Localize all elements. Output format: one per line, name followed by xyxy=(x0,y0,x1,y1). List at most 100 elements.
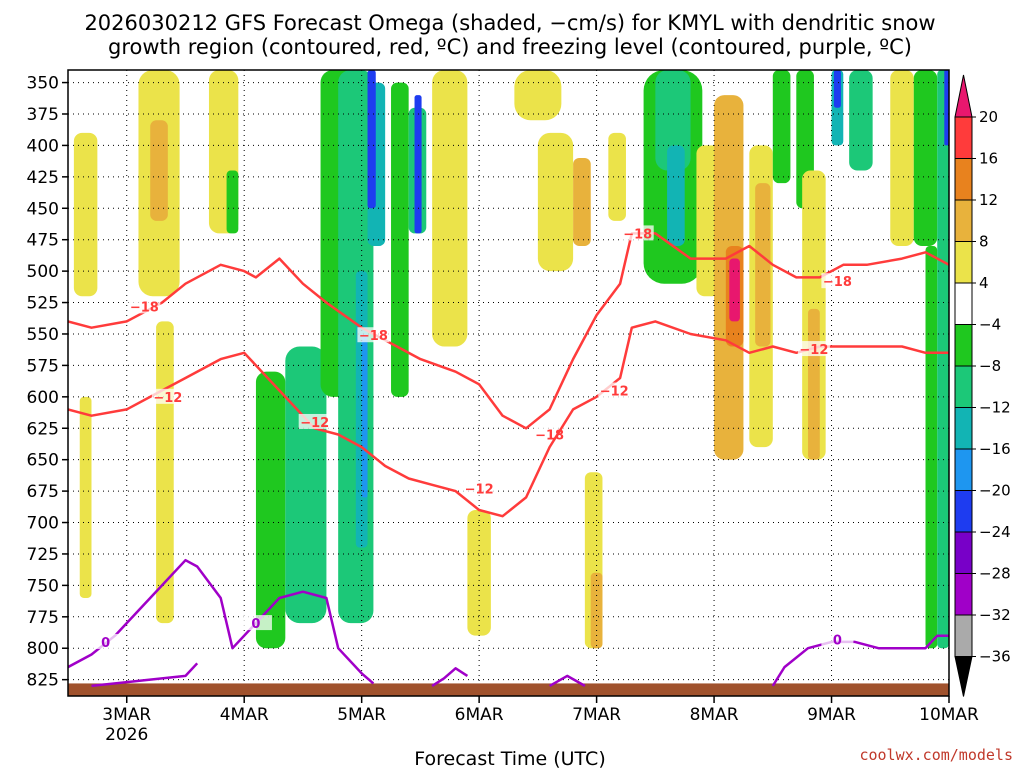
colorbar-label: 4 xyxy=(979,274,989,292)
terrain-layer xyxy=(68,683,949,696)
freezing-contour-label-bg xyxy=(239,615,272,631)
colorbar-label: 20 xyxy=(979,108,998,126)
x-tick-label: 4MAR xyxy=(220,705,269,725)
freezing-contour-label-bg xyxy=(89,633,122,649)
y-tick-label: 375 xyxy=(27,105,59,125)
freezing-contour-label: 0 xyxy=(833,633,842,648)
y-tick-label: 475 xyxy=(27,231,59,251)
chart-title-line-1: 2026030212 GFS Forecast Omega (shaded, −… xyxy=(84,11,935,35)
dgz-contour-label-bg xyxy=(533,426,566,442)
colorbar-label: −12 xyxy=(979,399,1011,417)
y-tick-label: 600 xyxy=(27,388,59,408)
x-tick-label: 10MAR xyxy=(919,705,979,725)
omega-region xyxy=(255,371,286,649)
omega-region xyxy=(432,70,468,347)
omega-region xyxy=(944,70,949,146)
x-tick-label: 8MAR xyxy=(690,705,739,725)
omega-region xyxy=(890,70,914,246)
colorbar-bottom-triangle xyxy=(954,656,973,697)
y-tick-label: 800 xyxy=(27,639,59,659)
grid-layer xyxy=(68,70,950,696)
y-tick-label: 700 xyxy=(27,514,59,534)
dgz-contour-label: −12 xyxy=(799,343,828,358)
omega-region xyxy=(729,258,740,322)
colorbar-band xyxy=(954,199,973,242)
omega-region xyxy=(755,183,771,347)
plot-frame xyxy=(67,69,950,697)
omega-region xyxy=(937,70,949,649)
x-tick-label: 7MAR xyxy=(572,705,621,725)
dgz-contour-label: −18 xyxy=(823,275,852,290)
y-axis: 350 375 400 425 450 475 500 525 550 575 600 625 650 6… xyxy=(27,74,68,691)
freezing-contour-line xyxy=(91,662,199,688)
colorbar-band xyxy=(954,407,973,450)
dgz-contour-label: −12 xyxy=(300,416,329,431)
colorbar-band xyxy=(954,490,973,533)
dgz-contour-label: −18 xyxy=(359,329,388,344)
omega-region xyxy=(367,70,376,209)
omega-region xyxy=(573,157,591,246)
colorbar-label: −24 xyxy=(979,523,1011,541)
credit-text[interactable]: coolwx.com/models xyxy=(859,746,1013,764)
omega-region xyxy=(467,509,491,636)
y-tick-label: 750 xyxy=(27,576,59,596)
dgz-contour-label-bg xyxy=(797,341,830,357)
dgz-contour-label-bg xyxy=(621,225,654,241)
x-tick-label: 6MAR xyxy=(455,705,504,725)
colorbar-band xyxy=(954,116,973,159)
omega-region xyxy=(226,170,239,234)
dgz-contour-line xyxy=(68,232,949,430)
colorbar-band xyxy=(954,158,973,201)
x-tick-label: 5MAR xyxy=(337,705,386,725)
y-tick-label: 625 xyxy=(27,419,59,439)
colorbar-band xyxy=(954,282,973,325)
dgz-contour-label-bg xyxy=(463,480,496,496)
x-tick-year-label: 2026 xyxy=(105,725,148,745)
y-tick-label: 725 xyxy=(27,545,59,565)
colorbar-label: −16 xyxy=(979,440,1011,458)
colorbar: 20 16 12 8 4 −4 −8 −12 −16 −20 −24 −28 −32 −36 xyxy=(954,74,1011,697)
y-tick-label: 500 xyxy=(27,262,59,282)
colorbar-band xyxy=(954,614,973,657)
colorbar-label: −36 xyxy=(979,648,1011,666)
colorbar-label: 8 xyxy=(979,233,989,251)
omega-region xyxy=(667,145,685,246)
omega-region xyxy=(73,132,98,297)
x-tick-label: 3MAR xyxy=(102,705,151,725)
colorbar-label: −8 xyxy=(979,357,1001,375)
dgz-contour-label-bg xyxy=(298,413,331,429)
omega-region xyxy=(156,321,174,624)
colorbar-label: 12 xyxy=(979,191,998,209)
colorbar-top-triangle xyxy=(954,74,973,118)
dgz-contour-label: −12 xyxy=(465,483,494,498)
freezing-contour-label-bg xyxy=(821,631,854,647)
colorbar-label: −28 xyxy=(979,565,1011,583)
dgz-contour-label-bg xyxy=(151,388,184,404)
y-tick-label: 575 xyxy=(27,356,59,376)
dgz-contour-label: −12 xyxy=(153,391,182,406)
omega-region xyxy=(79,396,92,598)
omega-region xyxy=(391,82,409,397)
omega-region xyxy=(361,333,368,498)
freezing-contour-line xyxy=(431,667,469,687)
omega-region xyxy=(608,132,626,221)
omega-region xyxy=(655,70,691,171)
omega-region xyxy=(772,70,791,184)
omega-region xyxy=(537,132,574,272)
dgz-contour-label: −12 xyxy=(600,385,629,400)
y-tick-label: 775 xyxy=(27,608,59,628)
colorbar-label: −20 xyxy=(979,482,1011,500)
colorbar-band xyxy=(954,448,973,491)
y-tick-label: 450 xyxy=(27,199,59,219)
colorbar-band xyxy=(954,573,973,616)
y-tick-label: 425 xyxy=(27,168,59,188)
omega-shading-layer xyxy=(73,70,949,649)
y-tick-label: 350 xyxy=(27,74,59,94)
omega-region xyxy=(833,70,841,108)
terrain-fill xyxy=(68,683,949,696)
omega-region xyxy=(285,346,327,624)
chart-title-line-2: growth region (contoured, red, ºC) and f… xyxy=(108,35,912,59)
freezing-contour-label: 0 xyxy=(251,617,260,632)
